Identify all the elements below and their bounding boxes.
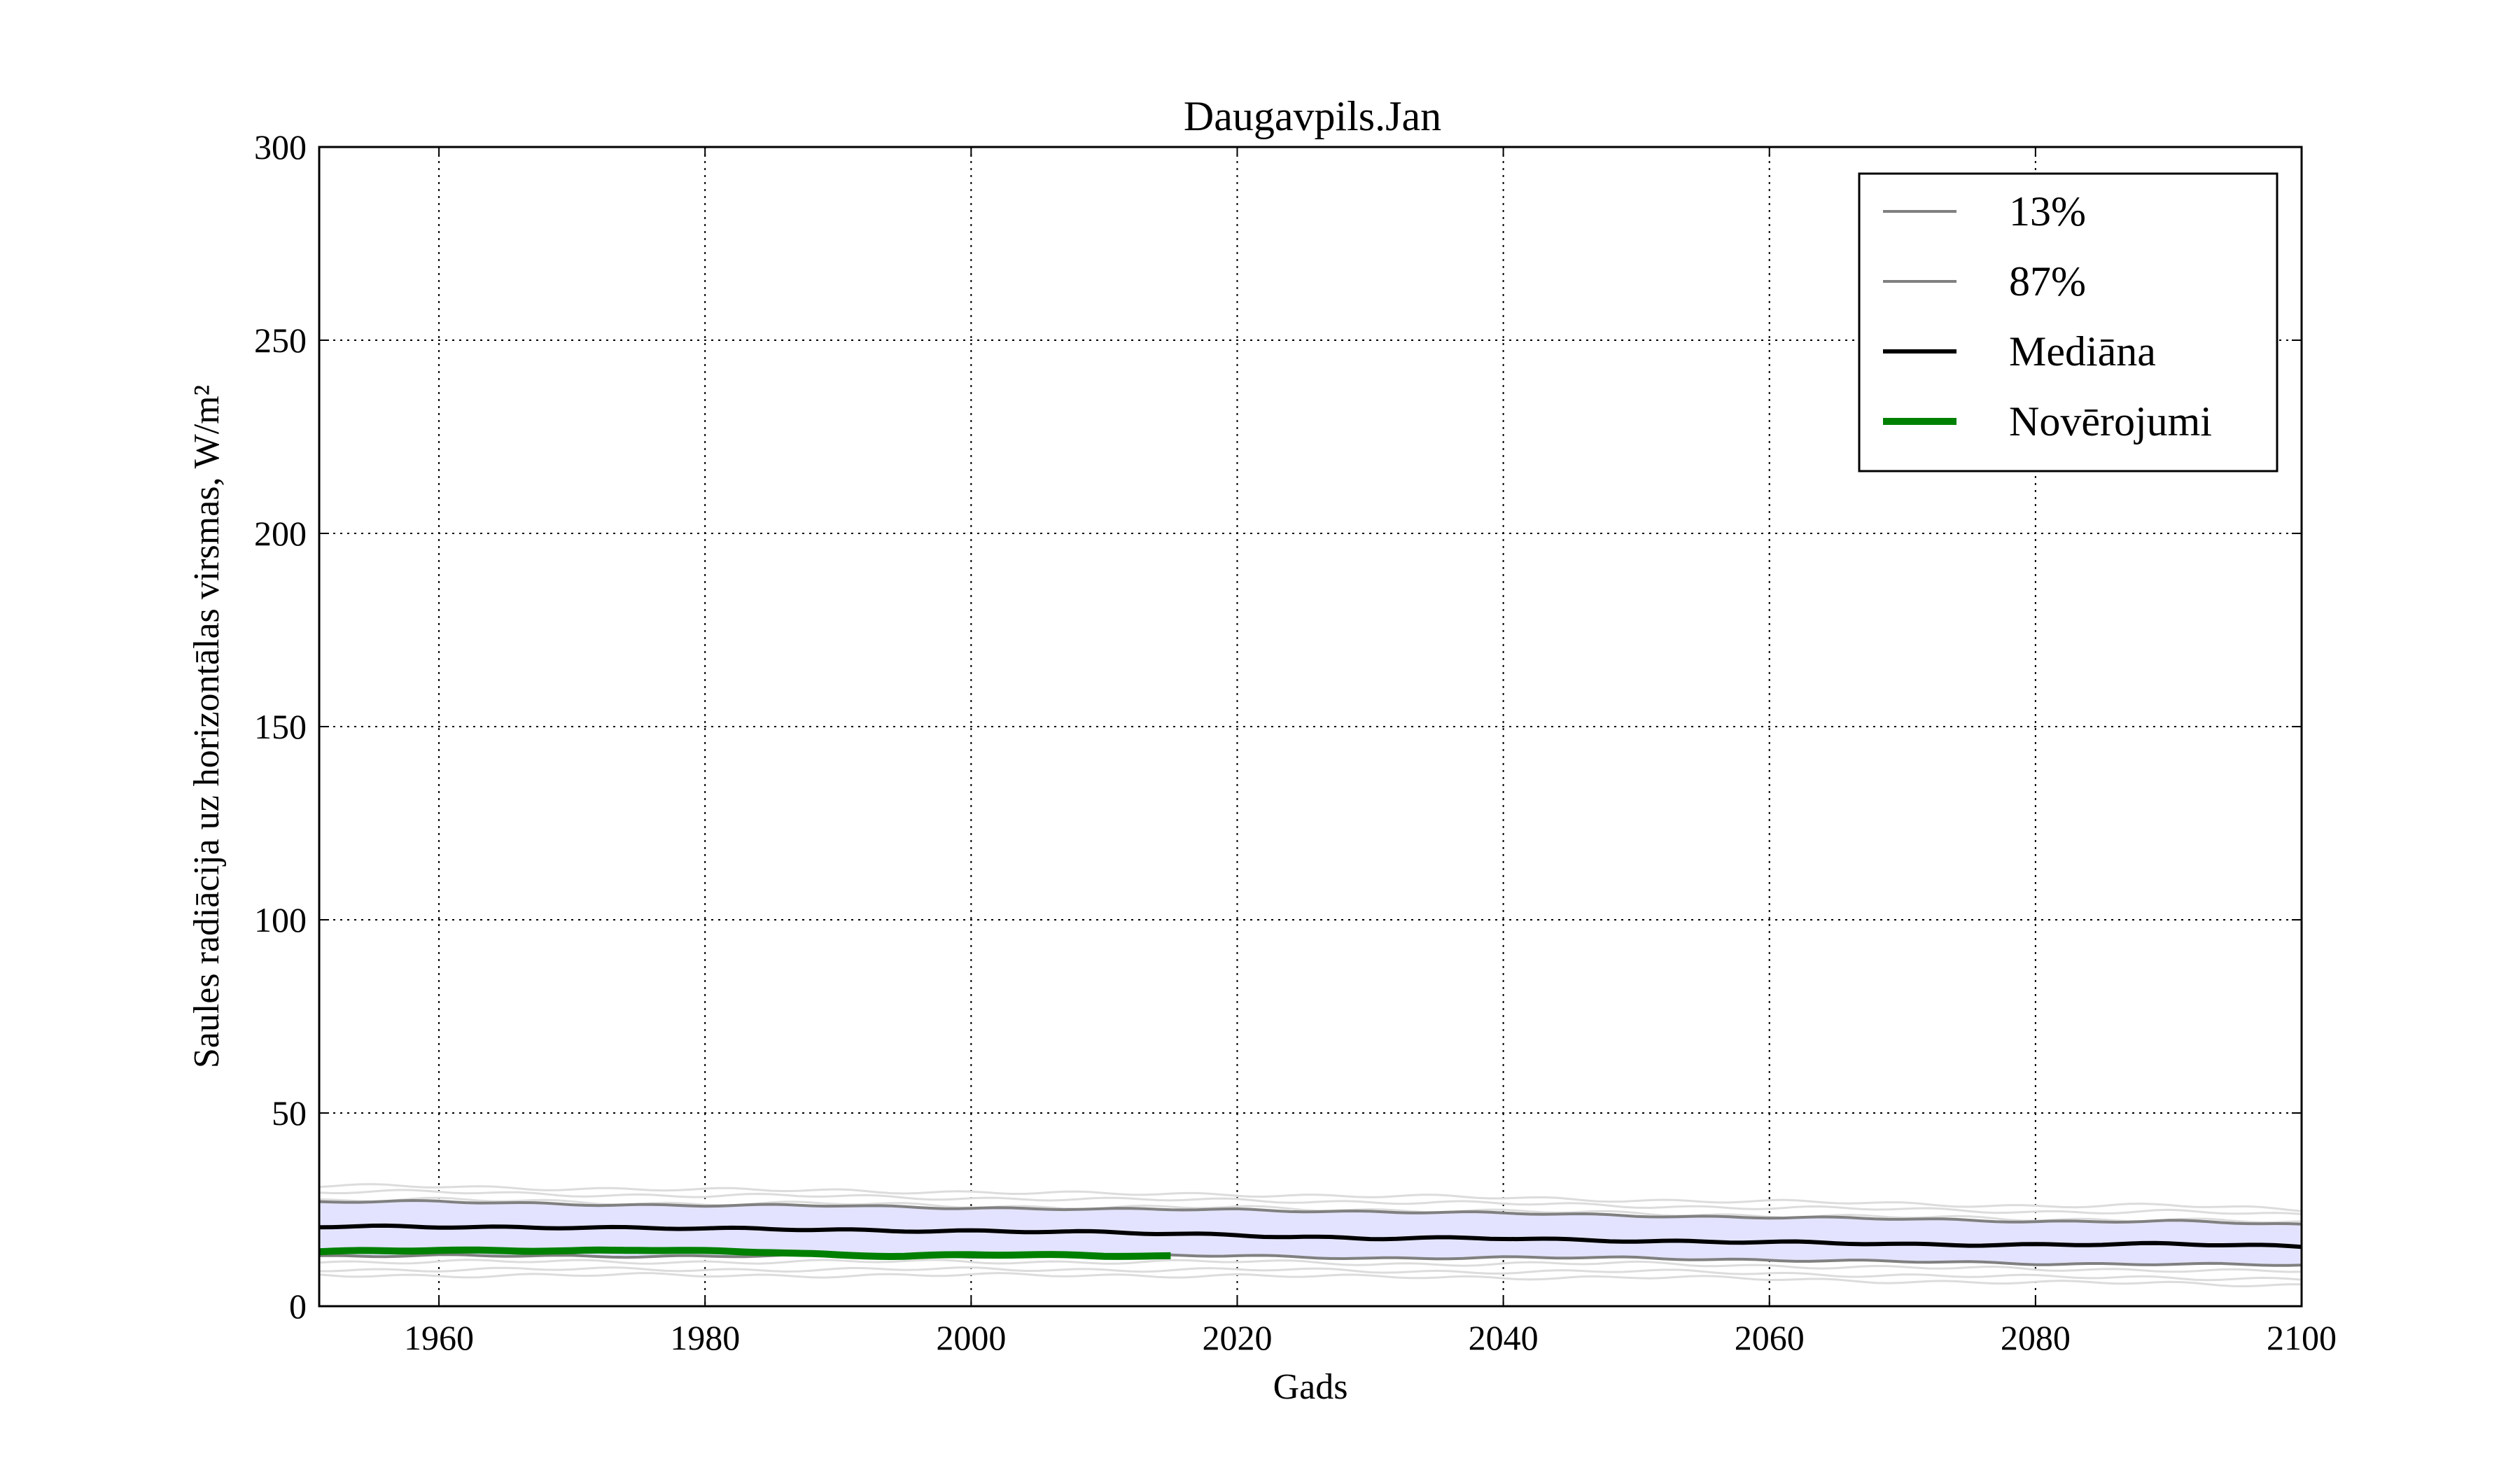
y-tick-label: 250: [254, 321, 307, 360]
chart-title: Daugavpils.Jan: [1184, 93, 1441, 139]
y-tick-label: 300: [254, 127, 307, 167]
x-tick-label: 2060: [1735, 1318, 1805, 1357]
series-line: [318, 1253, 2302, 1267]
ensemble-line: [318, 1183, 2302, 1212]
y-tick-label: 150: [254, 707, 307, 746]
x-tick-label: 2100: [2267, 1318, 2337, 1357]
y-axis-label: Saules radiācija uz horizontālas virsmas…: [187, 385, 227, 1068]
x-axis-label: Gads: [1273, 1367, 1348, 1407]
legend-items: 13% 87% Mediāna Novērojumi: [1883, 188, 2212, 444]
series-line: [318, 1223, 2302, 1250]
band-fill: [319, 1202, 2302, 1266]
y-tick-label: 200: [254, 514, 307, 553]
x-tick-labels: 1960 1980 2000 2020 2040 2060 2080 2100: [404, 1318, 2337, 1357]
y-tick-label: 0: [289, 1287, 307, 1326]
x-tick-label: 2020: [1202, 1318, 1272, 1357]
x-tick-label: 1960: [404, 1318, 474, 1357]
x-tick-label: 2040: [1469, 1318, 1539, 1357]
series-lines: [318, 1199, 2302, 1267]
x-tick-label: 2000: [936, 1318, 1006, 1357]
ticks: [319, 146, 2302, 1307]
series-line: [318, 1246, 1171, 1260]
y-tick-label: 50: [272, 1093, 307, 1133]
x-tick-label: 1980: [670, 1318, 740, 1357]
ensemble-line: [318, 1272, 2302, 1287]
legend-label: Novērojumi: [2009, 398, 2212, 444]
legend-label: 13%: [2009, 188, 2086, 234]
ensemble-line: [318, 1266, 2302, 1282]
ensemble-line: [318, 1189, 2302, 1215]
series-line: [318, 1199, 2302, 1226]
legend-label: 87%: [2009, 258, 2086, 304]
y-tick-label: 100: [254, 900, 307, 939]
ensemble-line: [318, 1259, 2302, 1273]
legend-label: Mediāna: [2009, 328, 2156, 374]
x-tick-label: 2080: [2001, 1318, 2071, 1357]
y-tick-labels: 0 50 100 150 200 250 300: [254, 127, 307, 1326]
legend: 13% 87% Mediāna Novērojumi: [1858, 172, 2278, 472]
percentile-band: [319, 1202, 2302, 1266]
